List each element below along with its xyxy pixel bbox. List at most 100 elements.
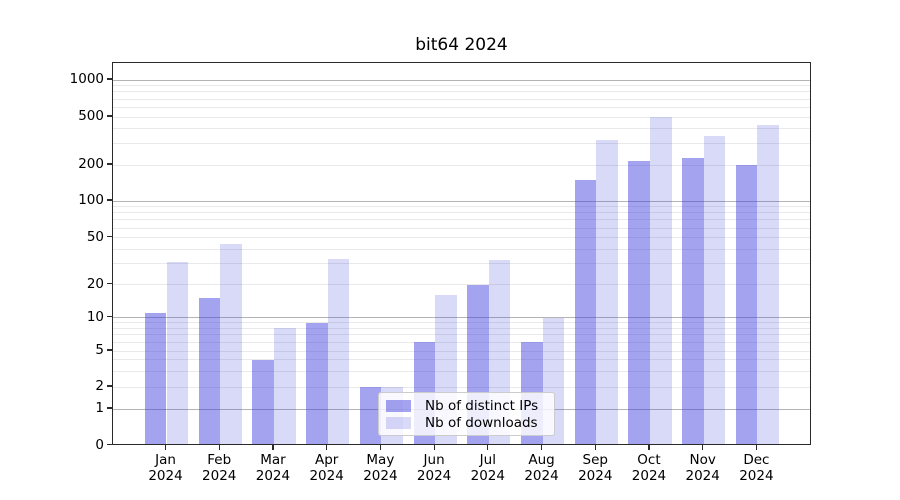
legend-entry-downloads: Nb of downloads	[386, 415, 546, 431]
x-tick-month: Feb	[207, 452, 232, 468]
x-tick-label: Sep 2024	[567, 452, 623, 484]
bar-downloads-jan	[166, 262, 189, 444]
x-tick-mark	[272, 445, 274, 450]
x-tick-mark	[594, 445, 596, 450]
x-tick-label: Aug 2024	[514, 452, 570, 484]
y-tick-mark	[106, 163, 112, 165]
y-tick-label: 0	[95, 436, 104, 453]
x-tick-mark	[487, 445, 489, 450]
plot-area	[112, 62, 811, 445]
x-tick-month: Apr	[314, 452, 339, 468]
y-tick-label: 10	[86, 308, 104, 325]
x-tick-mark	[433, 445, 435, 450]
y-tick-label: 2	[95, 378, 104, 394]
minor-gridline	[113, 263, 810, 265]
y-tick-mark	[106, 385, 112, 387]
x-tick-month: Oct	[637, 452, 661, 468]
y-tick-mark	[106, 115, 112, 117]
y-tick-mark	[106, 443, 112, 446]
bar-distinct-ips-sep	[574, 179, 597, 444]
bar-downloads-nov	[703, 135, 726, 444]
y-tick-label: 50	[86, 228, 104, 245]
x-tick-year: 2024	[148, 467, 183, 484]
x-tick-label: Apr 2024	[299, 452, 355, 484]
x-tick-month: Sep	[582, 452, 608, 468]
x-tick-month: Mar	[260, 452, 286, 468]
x-tick-year: 2024	[524, 467, 559, 484]
major-gridline	[113, 79, 810, 81]
minor-gridline	[113, 219, 810, 221]
y-tick-label: 1	[95, 400, 104, 416]
minor-gridline	[113, 143, 810, 145]
x-tick-month: May	[366, 452, 395, 468]
minor-gridline	[113, 164, 810, 166]
y-tick-label: 5	[95, 342, 104, 358]
bar-distinct-ips-mar	[252, 359, 274, 444]
minor-gridline	[113, 248, 810, 250]
legend-swatch-distinct-ips	[386, 399, 411, 412]
x-tick-label: Jul 2024	[460, 452, 516, 484]
major-gridline	[113, 317, 810, 318]
x-tick-month: Nov	[689, 452, 716, 468]
major-gridline	[113, 200, 810, 202]
chart-title: bit64 2024	[415, 35, 508, 55]
y-tick-mark	[106, 282, 112, 285]
minor-gridline	[113, 128, 810, 130]
x-tick-year: 2024	[416, 467, 452, 484]
y-tick-label: 1000	[69, 71, 104, 87]
x-tick-year: 2024	[578, 467, 613, 484]
minor-gridline	[113, 359, 810, 361]
x-tick-label: Nov 2024	[675, 452, 731, 484]
y-tick-label: 500	[78, 108, 104, 124]
minor-gridline	[113, 341, 810, 343]
minor-gridline	[113, 327, 810, 329]
x-tick-label: Dec 2024	[728, 452, 784, 484]
bar-distinct-ips-feb	[198, 298, 221, 444]
x-tick-month: Jul	[479, 452, 496, 468]
minor-gridline	[113, 334, 810, 336]
x-tick-label: Oct 2024	[621, 452, 677, 484]
minor-gridline	[113, 237, 810, 239]
minor-gridline	[113, 106, 810, 108]
x-tick-label: May 2024	[352, 452, 408, 484]
minor-gridline	[113, 386, 810, 388]
minor-gridline	[113, 85, 810, 87]
legend-entry-distinct-ips: Nb of distinct IPs	[386, 397, 546, 414]
bar-downloads-mar	[273, 328, 296, 444]
minor-gridline	[113, 91, 810, 93]
x-tick-month: Jan	[155, 452, 176, 468]
minor-gridline	[113, 116, 810, 118]
x-tick-label: Feb 2024	[191, 452, 247, 484]
x-tick-month: Aug	[528, 452, 555, 468]
y-tick-mark	[106, 199, 112, 201]
x-tick-mark	[702, 445, 704, 450]
x-tick-year: 2024	[202, 467, 237, 484]
x-tick-month: Dec	[743, 452, 770, 468]
bar-downloads-oct	[649, 117, 672, 444]
minor-gridline	[113, 227, 810, 229]
y-tick-mark	[106, 349, 112, 351]
legend-label-distinct-ips: Nb of distinct IPs	[425, 397, 539, 414]
x-tick-mark	[164, 445, 167, 450]
x-tick-year: 2024	[470, 467, 505, 484]
y-tick-label: 20	[86, 275, 104, 292]
minor-gridline	[113, 322, 810, 324]
x-tick-year: 2024	[255, 467, 291, 484]
bar-downloads-apr	[327, 258, 350, 444]
x-tick-mark	[755, 445, 757, 450]
x-tick-mark	[218, 445, 220, 450]
legend: Nb of distinct IPs Nb of downloads	[378, 392, 555, 436]
minor-gridline	[113, 350, 810, 352]
bar-distinct-ips-jan	[144, 312, 167, 444]
y-tick-label: 200	[78, 156, 104, 172]
bar-distinct-ips-apr	[306, 322, 328, 444]
x-tick-month: Jun	[423, 452, 445, 468]
minor-gridline	[113, 370, 810, 372]
x-tick-mark	[379, 445, 381, 450]
x-tick-mark	[540, 445, 543, 450]
minor-gridline	[113, 212, 810, 214]
x-tick-mark	[326, 445, 328, 450]
bar-downloads-sep	[596, 140, 618, 444]
legend-swatch-downloads	[386, 416, 411, 429]
y-tick-label: 100	[78, 192, 104, 208]
